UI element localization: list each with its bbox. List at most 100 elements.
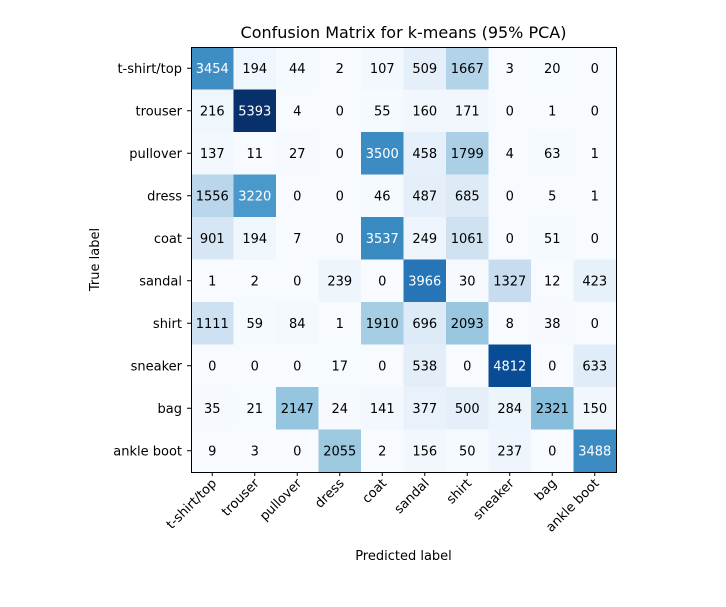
cell-value-label: 0 [293,189,301,204]
cell-value-label: 160 [412,104,437,119]
heatmap-cell [488,47,532,90]
heatmap-cell [573,302,617,345]
heatmap-cell [361,302,404,345]
cell-value-label: 5393 [238,104,271,119]
heatmap-cell [446,217,489,260]
cell-value-label: 20 [544,62,561,77]
x-tick-label: sneaker [471,476,518,523]
heatmap-cell [191,89,234,133]
heatmap-cell [276,344,319,388]
cell-value-label: 38 [544,317,561,332]
heatmap-cell [403,132,447,175]
cell-value-label: 137 [200,147,225,162]
cell-value-label: 1667 [451,62,484,77]
cell-value-label: 1327 [493,274,526,289]
heatmap-cell [573,217,617,260]
cell-value-label: 35 [204,402,221,417]
cell-value-label: 2321 [536,402,569,417]
heatmap-cell [233,344,277,388]
cell-value-label: 458 [412,147,437,162]
heatmap-cell [276,89,319,133]
heatmap-cell [318,89,362,133]
heatmap-cell [573,89,617,133]
cell-value-label: 0 [336,147,344,162]
heatmap-cell [446,47,489,90]
cell-value-label: 0 [506,232,514,247]
chart-title: Confusion Matrix for k-means (95% PCA) [241,23,567,42]
heatmap-cell [191,302,234,345]
cell-value-label: 17 [331,359,348,374]
y-tick-label: pullover [129,147,182,162]
cell-value-label: 7 [293,232,301,247]
heatmap-cell [531,217,574,260]
y-tick-label: coat [154,232,182,247]
cell-value-label: 1 [548,104,556,119]
heatmap-cell [488,302,532,345]
heatmap-cell [403,217,447,260]
y-tick-label: sneaker [131,359,183,374]
heatmap-cell [403,387,447,430]
heatmap-cell [488,344,532,388]
heatmap-cell [276,47,319,90]
cell-value-label: 0 [336,232,344,247]
x-tick-label: sandal [392,476,433,517]
heatmap-cell [361,47,404,90]
heatmap-cell [318,429,362,473]
cell-value-label: 216 [200,104,225,119]
heatmap-cell [531,344,574,388]
heatmap-cell [531,89,574,133]
heatmap-cell [488,429,532,473]
heatmap-cells [191,47,617,473]
y-tick-label: dress [147,189,182,204]
cell-value-label: 21 [246,402,263,417]
heatmap-cell [233,132,277,175]
cell-value-label: 3488 [578,444,611,459]
cell-value-label: 0 [293,444,301,459]
heatmap-cell [573,387,617,430]
cell-value-label: 2 [251,274,259,289]
x-tick-label: t-shirt/top [164,476,220,532]
cell-value-label: 5 [548,189,556,204]
heatmap-cell [233,89,277,133]
cell-value-label: 55 [374,104,391,119]
cell-value-label: 1799 [451,147,484,162]
cell-value-label: 51 [544,232,561,247]
heatmap-cell [573,47,617,90]
heatmap-cell [276,217,319,260]
cell-value-label: 3 [506,62,514,77]
heatmap-cell [318,132,362,175]
cell-value-label: 249 [412,232,437,247]
y-tick-label: ankle boot [113,444,182,459]
cell-value-label: 2 [336,62,344,77]
y-tick-label: trouser [136,104,183,119]
plot-frame [191,47,617,473]
heatmap-cell [191,217,234,260]
heatmap-cell [446,132,489,175]
heatmap-cell [233,217,277,260]
heatmap-cell [361,174,404,218]
cell-value-label: 1 [591,189,599,204]
cell-value-label: 50 [459,444,476,459]
cell-value-label: 696 [412,317,437,332]
x-tick-label: pullover [257,476,305,524]
x-tick-label: dress [312,476,347,511]
heatmap-cell [488,174,532,218]
cell-value-label: 12 [544,274,561,289]
cell-value-label: 1061 [451,232,484,247]
cell-value-label: 0 [463,359,471,374]
cell-value-label: 9 [208,444,216,459]
cell-value-label: 0 [293,274,301,289]
cell-value-label: 0 [506,104,514,119]
cell-value-label: 150 [582,402,607,417]
cell-value-label: 0 [591,104,599,119]
heatmap-cell [318,174,362,218]
cell-value-label: 0 [336,104,344,119]
heatmap-cell [318,259,362,303]
cell-value-label: 3 [251,444,259,459]
heatmap-cell [191,344,234,388]
heatmap-cell [446,89,489,133]
heatmap-cell [403,302,447,345]
